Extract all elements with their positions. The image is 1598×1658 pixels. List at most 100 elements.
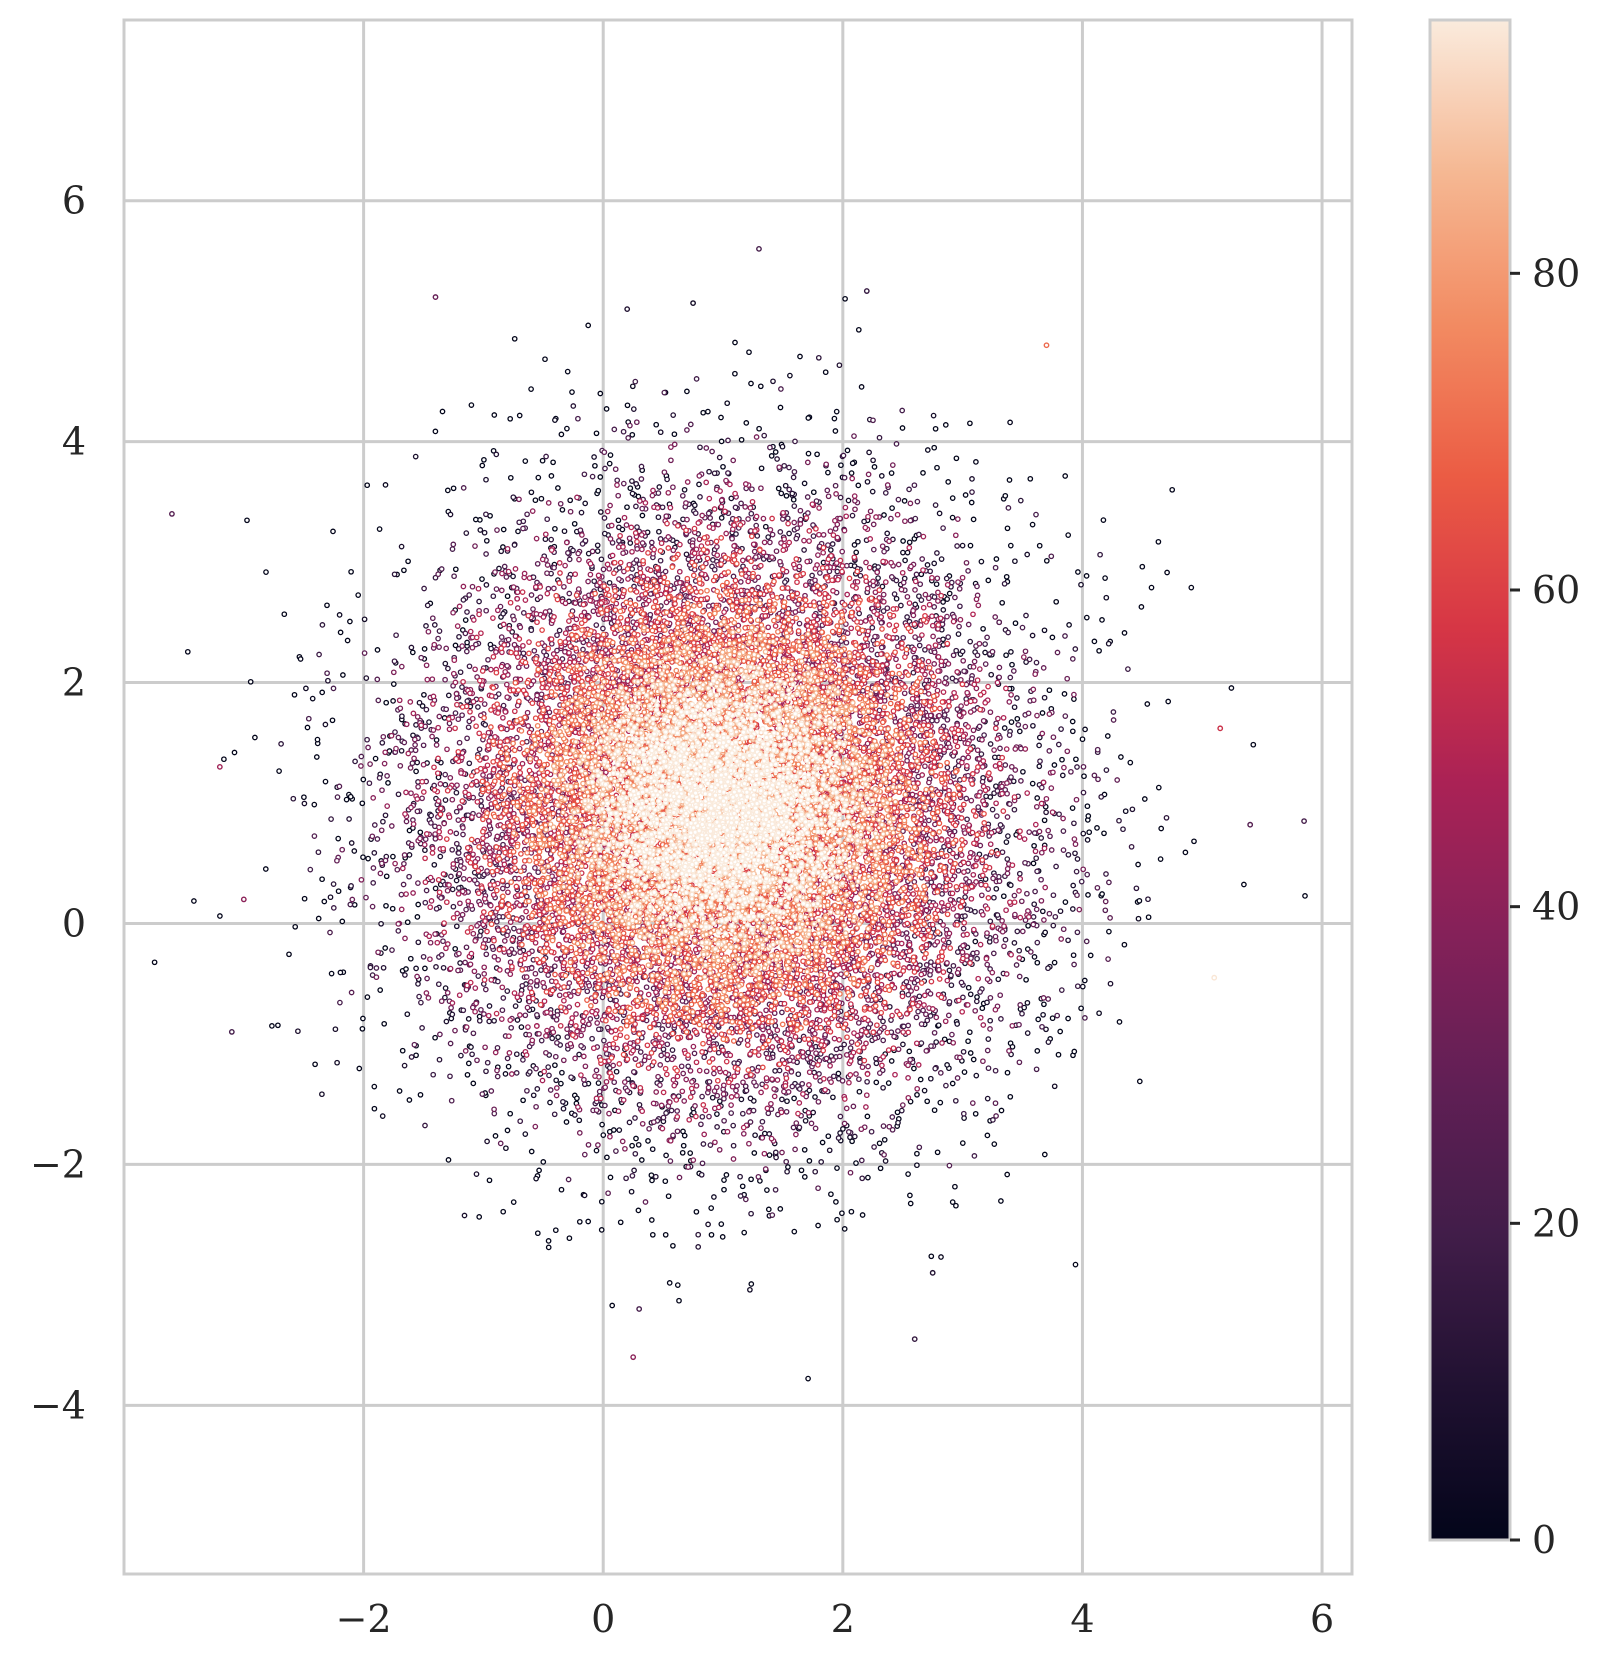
scatter-point [1025, 922, 1031, 929]
scatter-point [464, 735, 470, 742]
scatter-point [900, 549, 906, 556]
scatter-point [420, 742, 427, 749]
scatter-point [945, 634, 952, 640]
scatter-point [420, 953, 427, 960]
scatter-point [585, 1141, 592, 1148]
scatter-point [841, 474, 848, 481]
scatter-point [1002, 762, 1009, 768]
scatter-point [992, 564, 999, 571]
scatter-point [1047, 833, 1053, 840]
scatter-point [633, 481, 640, 487]
scatter-point [1085, 813, 1092, 819]
scatter-point [968, 499, 975, 506]
scatter-point [605, 1190, 611, 1197]
scatter-point [1026, 656, 1033, 663]
scatter-point [565, 550, 571, 556]
scatter-point [423, 887, 430, 894]
scatter-point [462, 617, 469, 623]
scatter-point [462, 1048, 469, 1054]
scatter-point [781, 462, 788, 469]
scatter-point [855, 326, 862, 333]
scatter-point [738, 500, 744, 507]
scatter-point [432, 885, 439, 892]
scatter-point [649, 1177, 655, 1184]
scatter-point [841, 1041, 848, 1048]
scatter-point [974, 994, 980, 1000]
scatter-point [790, 474, 797, 481]
scatter-point [1145, 896, 1151, 903]
scatter-point [1121, 941, 1128, 948]
scatter-point [642, 1199, 649, 1205]
scatter-point [452, 642, 459, 649]
scatter-point [952, 1097, 959, 1104]
scatter-point [1013, 962, 1020, 968]
scatter-point [1016, 973, 1023, 980]
scatter-point [648, 539, 655, 546]
scatter-point [692, 1103, 698, 1109]
scatter-point [696, 481, 702, 488]
scatter-point [355, 592, 362, 598]
scatter-point [769, 531, 776, 538]
scatter-point [730, 1156, 737, 1162]
scatter-point [1002, 492, 1009, 499]
scatter-point [906, 1048, 913, 1055]
scatter-point [319, 622, 326, 628]
scatter-point [571, 520, 578, 527]
scatter-point [972, 908, 978, 915]
scatter-point [1094, 746, 1101, 753]
scatter-point [1083, 573, 1090, 579]
scatter-point [484, 1059, 491, 1066]
scatter-point [683, 500, 689, 506]
scatter-point [449, 846, 456, 853]
scatter-point [945, 479, 952, 485]
scatter-point [1070, 882, 1077, 889]
scatter-point [1164, 569, 1170, 576]
scatter-point [393, 632, 399, 639]
scatter-point [1038, 876, 1044, 883]
scatter-point [635, 1141, 642, 1148]
scatter-point [1006, 477, 1013, 483]
scatter-point [473, 1000, 479, 1007]
scatter-point [1106, 879, 1112, 886]
scatter-point [594, 1020, 601, 1026]
scatter-point [374, 836, 381, 842]
scatter-point [763, 1050, 770, 1057]
scatter-point [595, 1026, 602, 1033]
scatter-point [538, 967, 544, 973]
scatter-point [786, 1057, 793, 1064]
scatter-point [432, 931, 438, 937]
scatter-point [390, 698, 396, 704]
scatter-point [927, 990, 934, 997]
scatter-point [450, 541, 457, 548]
scatter-point [1017, 497, 1024, 504]
scatter-point [619, 1138, 626, 1145]
scatter-point [960, 942, 966, 949]
scatter-point [851, 542, 858, 548]
scatter-point [543, 453, 549, 460]
scatter-point [457, 916, 464, 923]
scatter-point [859, 1064, 866, 1071]
scatter-point [554, 1012, 561, 1018]
scatter-point [607, 536, 614, 542]
scatter-point [522, 1012, 529, 1019]
scatter-point [1125, 666, 1131, 672]
scatter-point [958, 979, 965, 986]
scatter-point [651, 996, 658, 1002]
scatter-point [822, 1031, 829, 1038]
scatter-point [967, 420, 973, 427]
scatter-point [944, 716, 951, 723]
scatter-point [449, 546, 456, 552]
scatter-point [444, 487, 451, 494]
scatter-point [356, 1065, 363, 1072]
scatter-point [971, 1153, 978, 1159]
scatter-point [421, 691, 427, 698]
scatter-point [756, 425, 762, 432]
scatter-point [913, 571, 920, 578]
scatter-point [872, 1035, 879, 1042]
scatter-point [748, 510, 755, 517]
scatter-point [893, 441, 900, 447]
scatter-point [1071, 961, 1077, 968]
scatter-point [633, 419, 640, 426]
scatter-point [1114, 777, 1121, 783]
